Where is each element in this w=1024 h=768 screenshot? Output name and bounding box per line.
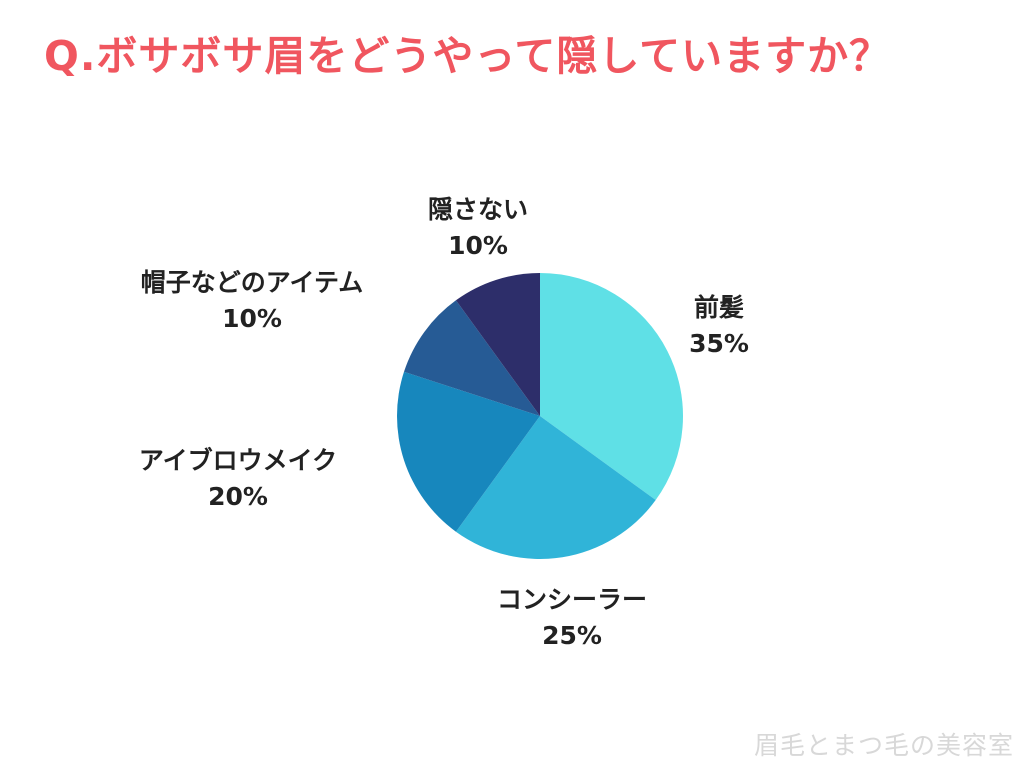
pie-slice <box>403 300 540 416</box>
pie-slice <box>540 273 684 501</box>
slice-label: 隠さない 10% <box>428 192 528 265</box>
slice-category-label: 隠さない <box>427 195 529 224</box>
slice-value-label: 25% <box>542 621 602 651</box>
slice-label: 帽子などのアイテム 10% <box>141 265 364 338</box>
slice-category-label: コンシーラー <box>496 585 648 614</box>
slice-label: コンシーラー 25% <box>497 582 647 655</box>
slice-label: 前髪 35% <box>689 290 749 363</box>
slice-category-label: アイブロウメイク <box>138 446 338 475</box>
pie-slice <box>455 416 656 559</box>
pie-slice <box>397 371 540 532</box>
slice-value-label: 10% <box>448 231 508 261</box>
chart-title: Q.ボサボサ眉をどうやって隠していますか？ <box>44 32 892 80</box>
slice-value-label: 35% <box>689 329 749 359</box>
slice-label: アイブロウメイク 20% <box>139 443 337 516</box>
slice-category-label: 帽子などのアイテム <box>140 268 364 297</box>
slice-value-label: 10% <box>222 304 282 334</box>
pie-slice <box>455 273 540 416</box>
slice-value-label: 20% <box>208 482 268 512</box>
watermark-text: 眉毛とまつ毛の美容室 <box>753 731 1014 760</box>
slice-category-label: 前髪 <box>693 293 744 322</box>
